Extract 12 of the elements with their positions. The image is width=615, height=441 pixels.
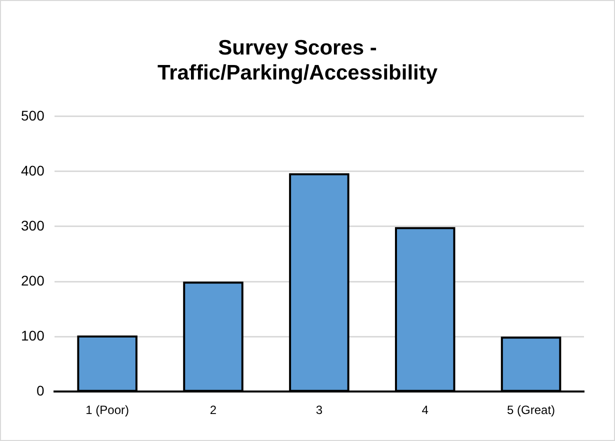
y-tick-label: 200 <box>21 272 45 288</box>
y-tick-label: 500 <box>21 107 45 124</box>
chart-title: Survey Scores - Traffic/Parking/Accessibility <box>157 36 438 85</box>
x-tick-label: 4 <box>422 403 429 418</box>
y-tick-label: 300 <box>21 217 45 234</box>
y-tick-label: 100 <box>21 327 45 344</box>
y-tick-label: 400 <box>21 162 45 178</box>
x-tick-label: 1 (Poor) <box>86 403 129 418</box>
x-tick-label: 5 (Great) <box>507 403 556 418</box>
x-tick-label: 3 <box>316 403 323 418</box>
y-tick-label: 0 <box>36 382 45 398</box>
x-tick-label: 2 <box>210 403 217 418</box>
